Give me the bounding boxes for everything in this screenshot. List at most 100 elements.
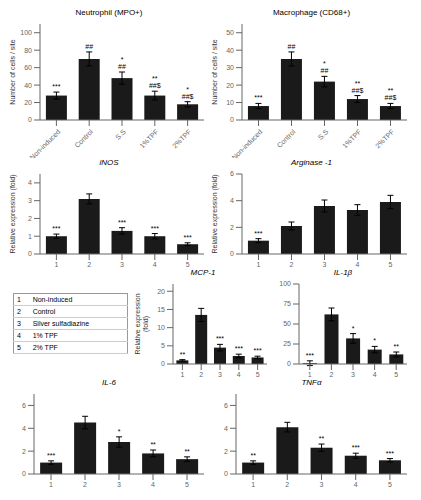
svg-text:60: 60 (24, 64, 32, 71)
svg-text:##: ## (288, 43, 296, 50)
svg-text:3: 3 (218, 371, 222, 378)
svg-text:2%TPF: 2%TPF (171, 128, 192, 149)
svg-text:S.S: S.S (317, 128, 330, 141)
svg-text:1: 1 (308, 371, 312, 378)
svg-text:10: 10 (157, 324, 165, 331)
svg-text:2: 2 (199, 371, 203, 378)
svg-text:1: 1 (180, 371, 184, 378)
svg-text:5: 5 (161, 342, 165, 349)
svg-text:0: 0 (287, 360, 291, 367)
svg-text:30: 30 (226, 64, 234, 71)
svg-text:Relative expression (fold): Relative expression (fold) (9, 175, 17, 254)
svg-text:2: 2 (28, 215, 32, 222)
svg-text:4: 4 (224, 425, 228, 432)
svg-text:*: * (118, 428, 121, 435)
svg-text:2: 2 (329, 371, 333, 378)
svg-text:1: 1 (54, 261, 58, 268)
svg-text:***: *** (151, 225, 159, 232)
svg-text:*: * (373, 337, 376, 344)
svg-text:5: 5 (389, 261, 393, 268)
svg-text:3: 3 (351, 371, 355, 378)
svg-text:4: 4 (151, 481, 155, 488)
svg-text:2: 2 (22, 448, 26, 455)
svg-text:4: 4 (373, 371, 377, 378)
svg-text:*##$: *##$ (182, 86, 194, 100)
svg-text:2: 2 (224, 448, 228, 455)
svg-text:5: 5 (186, 261, 190, 268)
svg-text:***: *** (184, 234, 192, 241)
svg-text:1%TPF: 1%TPF (138, 128, 159, 149)
svg-text:0: 0 (230, 250, 234, 257)
svg-text:**: ** (394, 343, 400, 350)
svg-text:20: 20 (157, 288, 165, 295)
svg-text:15: 15 (157, 306, 165, 313)
svg-text:4: 4 (28, 179, 32, 186)
svg-text:##: ## (85, 43, 93, 50)
svg-text:1: 1 (28, 233, 32, 240)
svg-text:5: 5 (388, 481, 392, 488)
svg-text:0: 0 (28, 116, 32, 123)
svg-text:4: 4 (153, 261, 157, 268)
svg-text:6: 6 (224, 402, 228, 409)
svg-text:20: 20 (24, 99, 32, 106)
svg-text:5: 5 (394, 371, 398, 378)
svg-text:***: *** (216, 335, 224, 342)
svg-text:Control: Control (73, 128, 94, 149)
svg-text:4: 4 (356, 261, 360, 268)
svg-text:***: *** (47, 452, 55, 459)
svg-text:Control: Control (276, 128, 297, 149)
svg-text:2: 2 (230, 224, 234, 231)
svg-text:50: 50 (226, 29, 234, 36)
svg-text:4: 4 (22, 425, 26, 432)
svg-text:**: ** (319, 435, 325, 442)
svg-text:6: 6 (230, 170, 234, 177)
svg-text:0: 0 (22, 470, 26, 477)
svg-text:1: 1 (257, 261, 261, 268)
svg-text:1: 1 (251, 481, 255, 488)
svg-text:***: *** (254, 230, 262, 237)
svg-text:50: 50 (283, 320, 291, 327)
svg-text:0: 0 (28, 250, 32, 257)
svg-text:2: 2 (87, 261, 91, 268)
svg-text:5: 5 (256, 371, 260, 378)
svg-text:**: ** (250, 452, 256, 459)
svg-text:3: 3 (117, 481, 121, 488)
svg-text:*##: *## (321, 60, 329, 74)
svg-text:***: *** (253, 347, 261, 354)
svg-text:***: *** (52, 225, 60, 232)
svg-text:***: *** (386, 450, 394, 457)
svg-text:***: *** (235, 345, 243, 352)
svg-text:4: 4 (354, 481, 358, 488)
svg-text:4: 4 (230, 197, 234, 204)
svg-text:***: *** (254, 94, 262, 101)
svg-text:3: 3 (28, 197, 32, 204)
svg-text:100: 100 (279, 280, 291, 287)
svg-text:2: 2 (290, 261, 294, 268)
svg-text:3: 3 (120, 261, 124, 268)
svg-text:0: 0 (161, 360, 165, 367)
svg-text:***: *** (352, 444, 360, 451)
svg-text:**##$: **##$ (352, 80, 364, 94)
svg-text:6: 6 (22, 402, 26, 409)
svg-text:***: *** (306, 352, 314, 359)
svg-text:4: 4 (237, 371, 241, 378)
svg-text:Number of cells / site: Number of cells / site (9, 39, 16, 104)
svg-text:40: 40 (24, 82, 32, 89)
svg-text:3: 3 (320, 481, 324, 488)
svg-text:2: 2 (83, 481, 87, 488)
svg-text:Number of cells / site: Number of cells / site (211, 39, 218, 104)
svg-text:10: 10 (226, 99, 234, 106)
svg-text:25: 25 (283, 340, 291, 347)
svg-text:2: 2 (285, 481, 289, 488)
svg-text:75: 75 (283, 300, 291, 307)
svg-text:**##$: **##$ (149, 75, 161, 89)
svg-text:Non-induced: Non-induced (230, 128, 263, 158)
svg-text:0: 0 (230, 116, 234, 123)
svg-text:0: 0 (224, 470, 228, 477)
svg-text:1: 1 (49, 481, 53, 488)
svg-text:Relative expression(fold): Relative expression(fold) (134, 293, 150, 354)
svg-text:5: 5 (185, 481, 189, 488)
svg-text:*: * (352, 325, 355, 332)
svg-text:2%TPF: 2%TPF (374, 128, 395, 149)
svg-text:40: 40 (226, 47, 234, 54)
